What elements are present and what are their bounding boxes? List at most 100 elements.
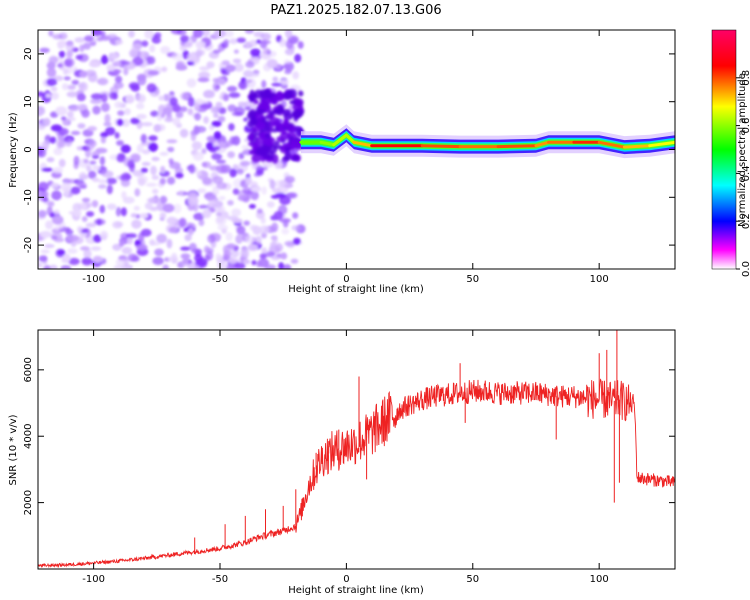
noise-blob: [146, 56, 156, 65]
cluster-blob: [284, 146, 291, 153]
noise-blob: [252, 225, 262, 235]
cluster-blob: [273, 108, 281, 114]
noise-blob: [83, 158, 89, 164]
noise-blob: [277, 204, 288, 215]
x-tick-label: -50: [212, 574, 228, 585]
noise-blob: [51, 190, 62, 201]
noise-blob: [212, 82, 220, 92]
noise-blob: [226, 85, 238, 92]
noise-blob: [212, 49, 221, 54]
noise-blob: [106, 184, 113, 195]
cluster-blob: [255, 112, 264, 121]
noise-blob: [292, 212, 299, 219]
noise-blob: [159, 212, 167, 219]
noise-blob: [38, 181, 49, 192]
noise-blob: [103, 121, 112, 127]
noise-blob: [50, 86, 58, 92]
colorbar-tick-label: 0.8: [741, 70, 750, 86]
noise-blob: [250, 190, 259, 201]
noise-blob: [81, 109, 90, 118]
noise-blob: [91, 177, 100, 182]
noise-blob: [58, 50, 66, 58]
noise-blob: [225, 64, 236, 73]
noise-blob: [274, 243, 284, 252]
noise-blob: [87, 126, 97, 132]
noise-blob: [56, 249, 66, 256]
noise-blob: [193, 102, 200, 111]
noise-blob: [216, 164, 228, 174]
noise-blob: [256, 39, 262, 44]
noise-blob: [67, 116, 76, 122]
noise-blob: [162, 107, 173, 115]
noise-blob: [245, 177, 251, 185]
noise-blob: [141, 161, 151, 166]
cluster-blob: [284, 119, 290, 129]
noise-blob: [160, 165, 166, 174]
noise-blob: [99, 156, 106, 166]
noise-blob: [166, 139, 178, 144]
noise-blob: [284, 30, 293, 39]
noise-blob: [255, 165, 265, 175]
noise-blob: [115, 206, 121, 217]
noise-blob: [167, 176, 176, 185]
noise-blob: [51, 215, 64, 225]
noise-blob: [159, 177, 166, 185]
noise-blob: [151, 175, 160, 180]
y-tick-label: 0: [23, 146, 34, 152]
signal-core-segment: [597, 140, 626, 149]
signal-core-segment: [648, 140, 675, 148]
noise-blob: [136, 175, 149, 184]
noise-blob: [250, 48, 261, 57]
x-tick-label: 0: [343, 274, 349, 285]
cluster-blob: [264, 88, 271, 98]
noise-blob: [150, 165, 157, 176]
spectrogram-y-label: Frequency (Hz): [8, 112, 19, 188]
noise-blob: [271, 82, 283, 87]
noise-blob: [127, 253, 138, 262]
y-tick-label: 2000: [23, 490, 34, 515]
cluster-blob: [264, 105, 271, 113]
cluster-blob: [269, 117, 280, 127]
noise-blob: [79, 70, 88, 78]
noise-blob: [212, 176, 224, 184]
noise-blob: [284, 48, 295, 56]
noise-blob: [99, 204, 106, 214]
noise-blob: [114, 132, 120, 139]
noise-blob: [228, 257, 239, 264]
noise-blob: [151, 36, 162, 44]
cluster-blob: [282, 156, 290, 162]
noise-blob: [217, 115, 226, 123]
noise-blob: [216, 211, 222, 217]
noise-blob: [186, 78, 197, 88]
noise-blob: [99, 30, 106, 37]
noise-blob: [278, 262, 284, 269]
noise-blob: [76, 181, 87, 188]
noise-blob: [223, 39, 230, 45]
noise-blob: [259, 40, 268, 49]
noise-blob: [216, 182, 228, 190]
snr-x-ticks: -100 -50 0 50 100: [82, 330, 609, 585]
noise-blob: [140, 133, 147, 144]
noise-blob: [46, 157, 55, 163]
noise-blob: [46, 206, 53, 216]
noise-blob: [233, 49, 239, 54]
noise-blob: [261, 186, 267, 195]
noise-blob: [169, 97, 178, 106]
noise-blob: [90, 93, 103, 100]
noise-blob: [193, 125, 200, 135]
noise-blob: [226, 264, 236, 269]
noise-blob: [136, 244, 148, 251]
cluster-blob: [260, 97, 272, 105]
noise-blob: [91, 30, 102, 37]
noise-blob: [245, 61, 255, 68]
noise-blob: [80, 246, 90, 251]
noise-blob: [247, 243, 259, 252]
noise-blob: [106, 65, 116, 72]
chart-title: PAZ1.2025.182.07.13.G06: [270, 3, 441, 18]
noise-blob: [53, 147, 63, 156]
noise-blob: [67, 248, 78, 254]
noise-blob: [74, 37, 86, 43]
noise-blob: [266, 201, 275, 208]
noise-blob: [209, 200, 216, 206]
